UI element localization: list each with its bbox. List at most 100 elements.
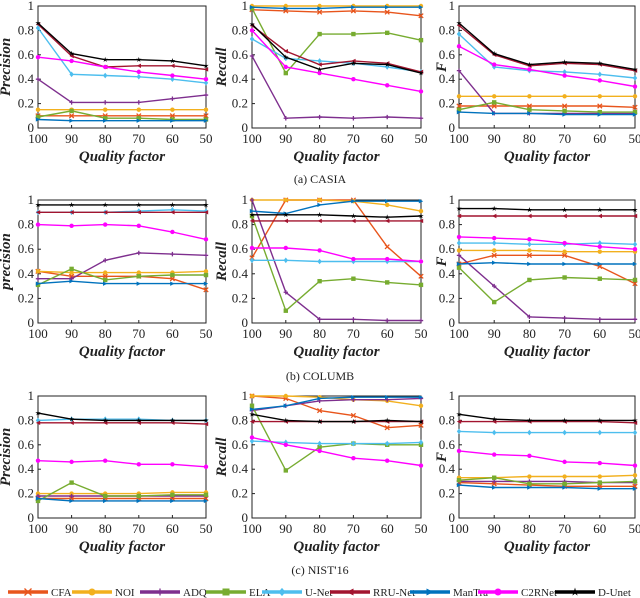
subplot-6: 0 0.2 0.4 0.6 0.8 1 100 90 80 70 60 50 Quality facto… xyxy=(434,192,640,360)
subfigure-caption: (c) NIST'16 xyxy=(291,563,348,577)
data-point xyxy=(597,261,602,267)
data-point xyxy=(203,117,209,122)
legend-item: NOI xyxy=(72,587,135,598)
y-tick-label: 1 xyxy=(242,388,249,403)
data-point xyxy=(136,281,141,286)
series-rru-net xyxy=(249,218,424,224)
y-tick-label: 0 xyxy=(28,120,35,135)
x-tick-label: 100 xyxy=(242,326,262,341)
series-line xyxy=(458,254,636,285)
data-point xyxy=(561,417,568,423)
data-point xyxy=(88,588,96,596)
data-point xyxy=(69,498,74,504)
series-line xyxy=(458,101,635,113)
data-point xyxy=(597,480,602,485)
series-line xyxy=(251,8,422,75)
x-tick-label: 80 xyxy=(523,521,536,536)
series-adq xyxy=(249,53,424,121)
series-line xyxy=(251,6,421,10)
series-line xyxy=(251,23,422,74)
data-point xyxy=(456,411,462,417)
data-point xyxy=(283,442,288,447)
data-point xyxy=(597,78,602,83)
data-point xyxy=(283,116,288,121)
legend-item: U-Net xyxy=(262,587,333,598)
data-point xyxy=(317,448,322,454)
data-point xyxy=(385,218,390,224)
legend-label: D-Unet xyxy=(598,587,631,598)
data-point xyxy=(317,114,322,120)
data-point xyxy=(35,458,41,463)
data-point xyxy=(317,258,322,265)
series-line xyxy=(458,22,636,71)
data-point xyxy=(597,240,602,246)
data-point xyxy=(249,245,255,251)
series-mantra xyxy=(35,496,209,504)
data-point xyxy=(317,202,322,208)
x-axis-label: Quality factor xyxy=(293,149,379,165)
data-point xyxy=(418,208,424,214)
data-point xyxy=(249,28,255,33)
series-line xyxy=(252,247,422,263)
data-point xyxy=(170,462,175,467)
data-point xyxy=(103,222,108,227)
data-point xyxy=(103,498,108,504)
data-point xyxy=(136,250,141,256)
data-point xyxy=(203,287,209,293)
x-tick-label: 60 xyxy=(166,521,179,536)
series-line xyxy=(459,420,636,424)
series-line xyxy=(251,436,422,467)
data-point xyxy=(136,202,142,208)
x-tick-label: 50 xyxy=(415,326,428,341)
data-point xyxy=(170,63,175,68)
data-point xyxy=(170,210,175,215)
series-line xyxy=(458,476,636,485)
series-line xyxy=(37,23,207,71)
x-axis-label: Quality factor xyxy=(293,539,379,555)
series-ela xyxy=(456,265,638,305)
data-point xyxy=(69,270,74,275)
data-point xyxy=(249,213,255,219)
data-point xyxy=(249,435,255,440)
y-tick-label: 0.2 xyxy=(18,96,34,111)
plot-area xyxy=(458,395,636,519)
y-tick-label: 0.4 xyxy=(18,71,35,86)
data-point xyxy=(103,116,108,121)
y-tick-label: 1 xyxy=(242,0,249,13)
data-point xyxy=(492,94,497,99)
data-point xyxy=(632,241,638,248)
data-point xyxy=(69,223,74,229)
data-point xyxy=(351,276,356,281)
series-line xyxy=(251,413,422,423)
data-point xyxy=(203,253,209,258)
x-tick-label: 70 xyxy=(132,326,145,341)
y-tick-label: 0 xyxy=(242,120,249,135)
data-point xyxy=(317,248,322,253)
data-point xyxy=(632,104,638,110)
x-axis-label: Quality factor xyxy=(79,539,165,555)
series-line xyxy=(251,405,421,472)
data-point xyxy=(68,50,75,56)
data-point xyxy=(103,64,108,70)
data-point xyxy=(562,485,567,490)
x-tick-label: 100 xyxy=(28,131,48,146)
data-point xyxy=(136,107,141,112)
data-point xyxy=(317,440,322,447)
plot-area xyxy=(458,5,636,129)
legend-item: C2RNet xyxy=(478,587,557,598)
series-line xyxy=(458,24,636,72)
data-point xyxy=(350,8,357,14)
series-d-unet xyxy=(35,202,209,208)
data-point xyxy=(527,111,532,116)
x-tick-label: 80 xyxy=(523,131,536,146)
x-axis-label: Quality factor xyxy=(504,149,590,165)
data-point xyxy=(632,473,638,478)
x-tick-label: 50 xyxy=(629,131,640,146)
data-point xyxy=(492,235,497,241)
x-tick-label: 70 xyxy=(132,131,145,146)
data-point xyxy=(350,60,357,66)
legend-item: CFA xyxy=(8,587,72,598)
data-point xyxy=(35,410,41,416)
data-point xyxy=(68,416,75,422)
series-adq xyxy=(35,250,209,281)
